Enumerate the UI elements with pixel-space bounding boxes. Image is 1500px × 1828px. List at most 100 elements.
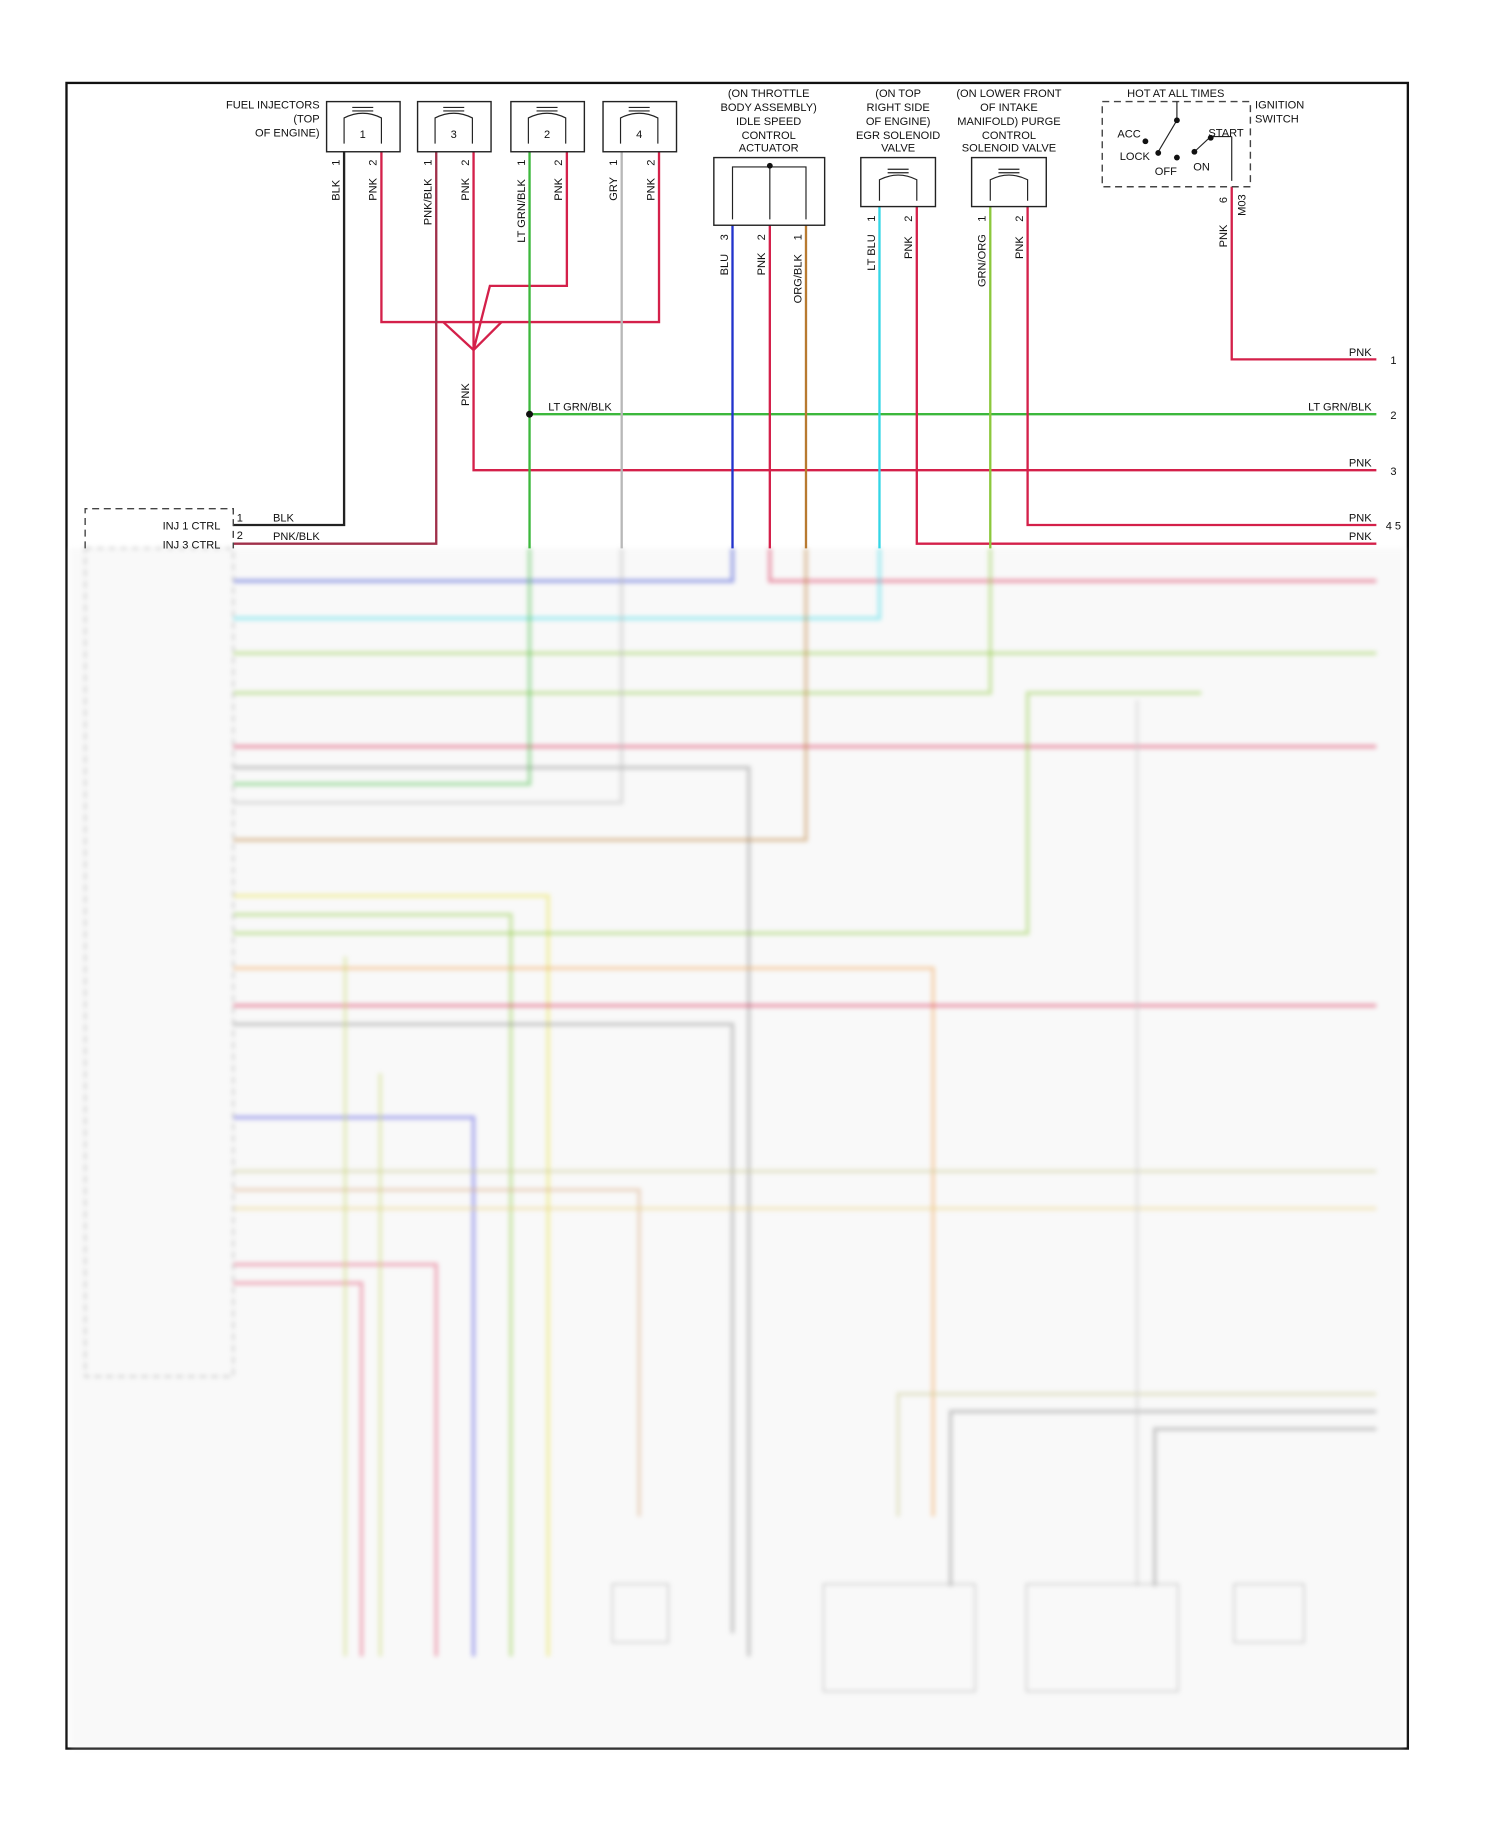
diagram-shape — [915, 206, 1377, 545]
diagram-label: EGR SOLENOID — [856, 130, 940, 142]
diagram-label: 2 — [756, 234, 768, 240]
diagram-label: ON — [1193, 161, 1210, 173]
diagram-label: LT GRN/BLK — [1308, 402, 1372, 414]
wires — [233, 151, 1377, 549]
injector-4: 4 — [602, 100, 678, 153]
diagram-label: ACTUATOR — [739, 143, 799, 155]
diagram-label: PNK — [460, 177, 472, 200]
diagram-shape — [233, 548, 532, 786]
diagram-shape — [233, 548, 993, 695]
diagram-label: OF ENGINE) — [255, 128, 320, 140]
diagram-label: PNK — [368, 177, 380, 200]
diagram-shape — [822, 1583, 976, 1692]
diagram-label: 4 — [636, 129, 642, 141]
diagram-label: PNK — [756, 252, 768, 275]
diagram-label: 1 — [1390, 355, 1396, 367]
diagram-shape — [84, 547, 234, 1378]
diagram-label: INJ 3 CTRL — [163, 539, 221, 551]
diagram-label: RIGHT SIDE — [867, 102, 930, 114]
diagram-shape — [233, 151, 346, 527]
purge-control-solenoid-valve: (ON LOWER FRONT OF INTAKE MANIFOLD) PURG… — [956, 88, 1061, 287]
diagram-shape — [1191, 148, 1198, 155]
diagram-label: BLK — [273, 513, 295, 525]
diagram-label: OF INTAKE — [980, 102, 1038, 114]
injector-1: 1 — [325, 100, 401, 153]
diagram-label: (ON LOWER FRONT — [956, 88, 1061, 100]
diagram-shape — [233, 548, 808, 842]
diagram-shape — [233, 765, 751, 1657]
diagram-shape — [602, 100, 678, 153]
diagram-shape — [1026, 206, 1377, 527]
diagram-shape — [1155, 150, 1162, 156]
diagram-shape — [1025, 1583, 1179, 1692]
diagram-label: CONTROL — [982, 130, 1036, 142]
diagram-label: IGNITION — [1255, 100, 1304, 112]
diagram-shape — [233, 912, 513, 1657]
diagram-label: 1 — [792, 234, 804, 240]
diagram-label: 1 — [977, 216, 989, 222]
blurred-lower-section — [69, 547, 1405, 1748]
diagram-shape — [434, 106, 473, 144]
diagram-shape — [233, 1022, 735, 1634]
diagram-shape — [1173, 154, 1180, 161]
diagram-shape — [472, 350, 1377, 472]
diagram-shape — [948, 1409, 1377, 1587]
diagram-label: INJ 1 CTRL — [163, 521, 221, 533]
diagram-shape — [1152, 1427, 1377, 1587]
diagram-label: 2 — [553, 160, 565, 166]
diagram-label: 1 — [608, 160, 620, 166]
diagram-shape — [768, 548, 1377, 583]
diagram-shape — [526, 410, 534, 418]
diagram-label: 2 — [237, 530, 243, 542]
diagram-label: PNK — [1014, 236, 1026, 259]
diagram-shape — [343, 106, 382, 144]
diagram-shape — [1173, 117, 1180, 124]
diagram-label: 2 — [460, 160, 472, 166]
egr-solenoid-valve: (ON TOP RIGHT SIDE OF ENGINE) EGR SOLENO… — [856, 88, 940, 271]
fuel-injectors: FUEL INJECTORS (TOP OF ENGINE) 1 3 2 4 1… — [226, 100, 678, 414]
diagram-label: OF ENGINE) — [866, 116, 931, 128]
diagram-label: BODY ASSEMBLY) — [721, 102, 817, 114]
diagram-label: (TOP — [293, 114, 319, 126]
injector-2: 2 — [510, 100, 586, 153]
diagram-label: HOT AT ALL TIMES — [1127, 88, 1224, 100]
diagram-label: 1 — [866, 216, 878, 222]
diagram-label: 2 — [1390, 410, 1396, 422]
diagram-label: (ON TOP — [875, 88, 921, 100]
diagram-label: ACC — [1117, 129, 1140, 141]
diagram-label: 2 — [1014, 216, 1026, 222]
diagram-shape — [989, 168, 1029, 201]
diagram-label: PNK — [553, 177, 565, 200]
diagram-shape — [878, 168, 918, 201]
pcm-connector: INJ 1 CTRL INJ 3 CTRL 1 2 BLK PNK/BLK — [84, 507, 320, 551]
diagram-label: GRY — [608, 176, 620, 200]
diagram-label: 3 — [719, 234, 731, 240]
diagram-label: (ON THROTTLE — [728, 88, 810, 100]
diagram-label: 2 — [368, 160, 380, 166]
diagram-shape — [325, 100, 401, 153]
diagram-label: PNK — [1349, 347, 1372, 359]
idle-speed-control-actuator: (ON THROTTLE BODY ASSEMBLY) IDLE SPEED C… — [713, 88, 826, 303]
injector-3: 3 — [416, 100, 492, 153]
diagram-label: 1 — [516, 160, 528, 166]
diagram-shape — [970, 156, 1047, 208]
diagram-label: LOCK — [1120, 151, 1151, 163]
diagram-label: OFF — [1155, 166, 1177, 178]
diagram-label: 2 — [544, 129, 550, 141]
diagram-shape — [233, 1115, 476, 1657]
diagram-label: 2 — [903, 216, 915, 222]
diagram-shape — [1233, 1583, 1305, 1644]
diagram-shape — [1230, 186, 1377, 361]
diagram-label: PNK/BLK — [423, 178, 435, 225]
diagram-shape — [233, 151, 438, 545]
diagram-shape — [860, 156, 937, 208]
diagram-label: VALVE — [881, 143, 915, 155]
diagram-border — [65, 81, 1410, 1750]
diagram-label: 3 — [451, 129, 457, 141]
diagram-label: GRN/ORG — [977, 234, 989, 287]
diagram-shape — [233, 691, 1202, 935]
ignition-switch: HOT AT ALL TIMES IGNITION SWITCH ACC LOC… — [1101, 88, 1304, 247]
diagram-shape — [233, 1188, 641, 1517]
diagram-shape — [380, 151, 661, 324]
